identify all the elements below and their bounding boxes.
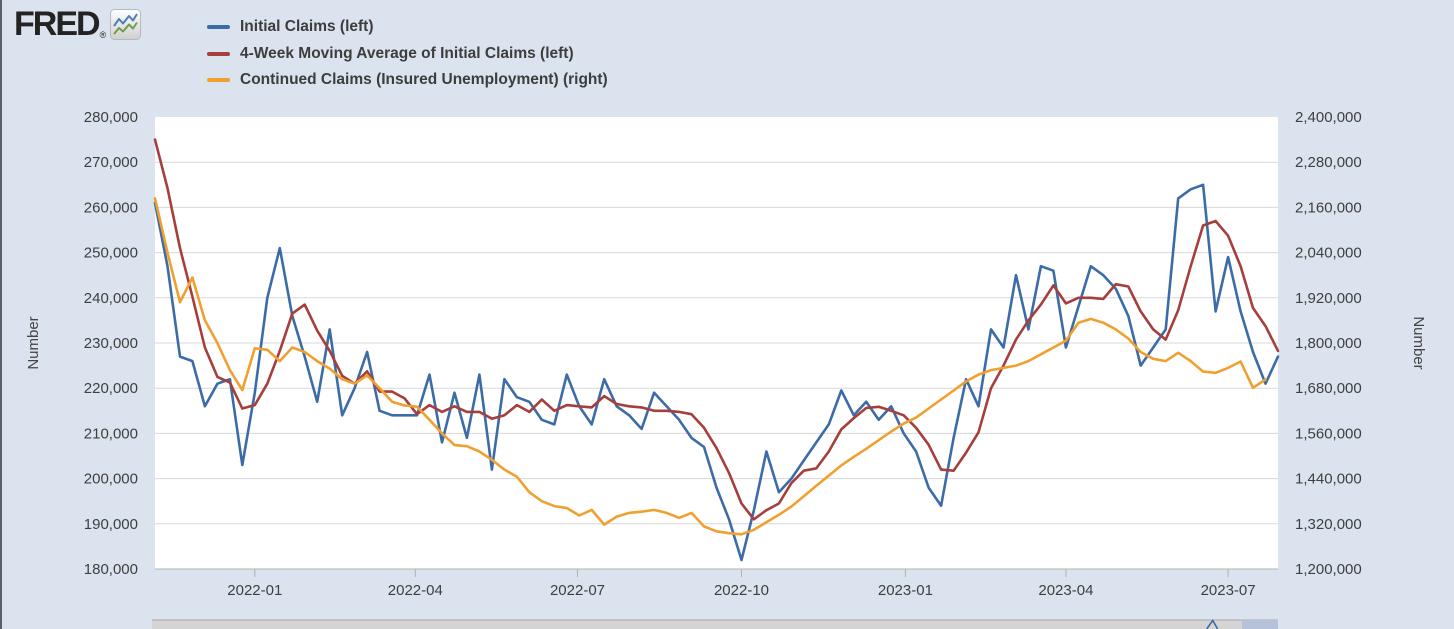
series-line-0[interactable] — [153, 183, 1280, 562]
legend-swatch-4wk-moving-average — [207, 51, 230, 56]
chart-legend: Initial Claims (left) 4-Week Moving Aver… — [207, 14, 608, 94]
right-axis-tick-label: 2,280,000 — [1295, 154, 1362, 171]
range-slider-track[interactable] — [152, 620, 1278, 629]
x-tick-label: 2023-07 — [1201, 582, 1256, 599]
x-tick-label: 2022-04 — [388, 582, 443, 599]
right-axis-tick-label: 1,560,000 — [1295, 425, 1362, 442]
legend-item-4wk-moving-average: 4-Week Moving Average of Initial Claims … — [207, 41, 608, 68]
left-axis-tick-label: 180,000 — [84, 561, 138, 578]
left-axis-tick-label: 190,000 — [84, 516, 138, 533]
right-axis-tick-label: 1,800,000 — [1295, 335, 1362, 352]
x-tick-label: 2023-04 — [1038, 582, 1093, 599]
x-tick-label: 2022-07 — [550, 582, 605, 599]
fred-sparkline-icon — [110, 9, 142, 45]
x-tick-label: 2022-01 — [227, 582, 282, 599]
x-tick-label: 2022-10 — [714, 582, 769, 599]
legend-label-continued-claims: Continued Claims (Insured Unemployment) … — [240, 71, 608, 89]
left-axis-tick-label: 260,000 — [84, 199, 138, 216]
left-axis-tick-label: 230,000 — [84, 335, 138, 352]
legend-swatch-initial-claims — [207, 25, 230, 30]
left-axis-tick-label: 250,000 — [84, 245, 138, 262]
left-axis-tick-label: 200,000 — [84, 471, 138, 488]
left-axis-title: Number — [25, 316, 42, 369]
fred-logo-text: FRED — [14, 5, 101, 43]
right-axis-tick-label: 1,440,000 — [1295, 471, 1362, 488]
right-axis-title: Number — [1410, 316, 1427, 369]
range-slider-selection[interactable] — [1242, 620, 1278, 629]
left-axis-tick-label: 240,000 — [84, 290, 138, 307]
left-axis-tick-label: 220,000 — [84, 380, 138, 397]
right-axis-tick-label: 1,680,000 — [1295, 380, 1362, 397]
right-axis-tick-label: 2,400,000 — [1295, 109, 1362, 126]
right-axis-tick-label: 1,320,000 — [1295, 516, 1362, 533]
legend-label-4wk-moving-average: 4-Week Moving Average of Initial Claims … — [240, 44, 574, 62]
series-line-2[interactable] — [153, 197, 1267, 536]
right-axis-tick-label: 1,920,000 — [1295, 290, 1362, 307]
left-axis-tick-label: 280,000 — [84, 109, 138, 126]
right-axis-tick-label: 2,160,000 — [1295, 199, 1362, 216]
range-slider-mini-series-spike — [1206, 619, 1219, 629]
window-left-edge — [0, 0, 2, 629]
legend-item-continued-claims: Continued Claims (Insured Unemployment) … — [207, 67, 608, 94]
legend-swatch-continued-claims — [207, 78, 230, 83]
fred-logo[interactable]: FRED ® — [14, 5, 142, 45]
left-axis-tick-label: 210,000 — [84, 425, 138, 442]
series-line-1[interactable] — [153, 138, 1280, 521]
x-tick-label: 2023-01 — [878, 582, 933, 599]
fred-registered-mark: ® — [99, 30, 107, 40]
legend-item-initial-claims: Initial Claims (left) — [207, 14, 608, 41]
right-axis-tick-label: 1,200,000 — [1295, 561, 1362, 578]
legend-label-initial-claims: Initial Claims (left) — [240, 18, 374, 36]
left-axis-tick-label: 270,000 — [84, 154, 138, 171]
right-axis-tick-label: 2,040,000 — [1295, 245, 1362, 262]
